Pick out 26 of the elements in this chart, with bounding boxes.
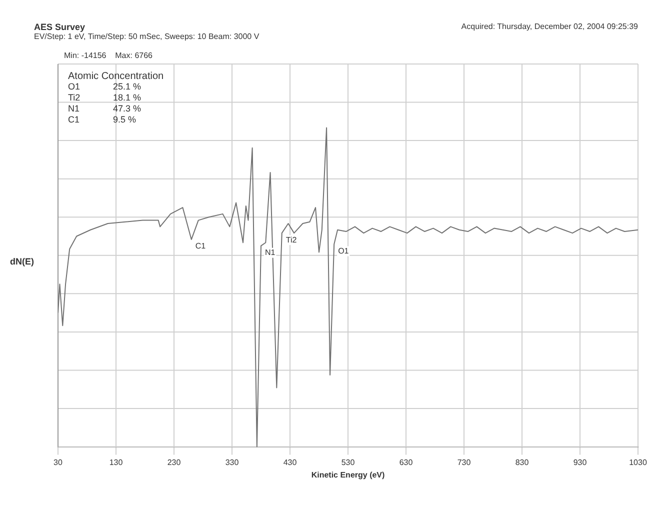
text: Acquired: Thursday, December 02, 2004 09:25:39 (461, 22, 638, 33)
x-tick-label: 530 (341, 458, 356, 467)
annotation: O1 (338, 246, 350, 256)
x-tick-label: 1030 (629, 458, 648, 467)
annotation: C1 (195, 242, 206, 251)
y-axis-title: dN(E) (10, 256, 34, 266)
text: N1 47.3 % (68, 103, 142, 114)
x-tick-label: 730 (457, 458, 472, 467)
x-axis-title: Kinetic Energy (eV) (311, 470, 386, 480)
chart-title: AES Survey (34, 22, 86, 32)
x-tick-label: 630 (399, 458, 414, 467)
text: Atomic Concentration (68, 70, 164, 82)
x-tick-label: 230 (167, 458, 182, 467)
x-tick-label: 330 (225, 458, 240, 467)
text: C1 9.5 % (68, 114, 136, 124)
x-tick-label: 130 (109, 458, 124, 467)
annotation: Ti2 (286, 235, 298, 244)
text: O1 25.1 % (68, 81, 142, 92)
chart-subtitle: EV/Step: 1 eV, Time/Step: 50 mSec, Sweeps: 10 Beam: 3000 V (34, 32, 260, 41)
x-tick-label: 30 (54, 458, 63, 467)
x-tick-label: 830 (515, 458, 530, 467)
text: Ti2 18.1 % (68, 92, 142, 102)
x-tick-label: 430 (283, 458, 298, 467)
x-tick-label: 930 (573, 458, 588, 467)
annotation: N1 (265, 248, 276, 258)
text: Min: -14156 Max: 6766 (63, 50, 154, 60)
